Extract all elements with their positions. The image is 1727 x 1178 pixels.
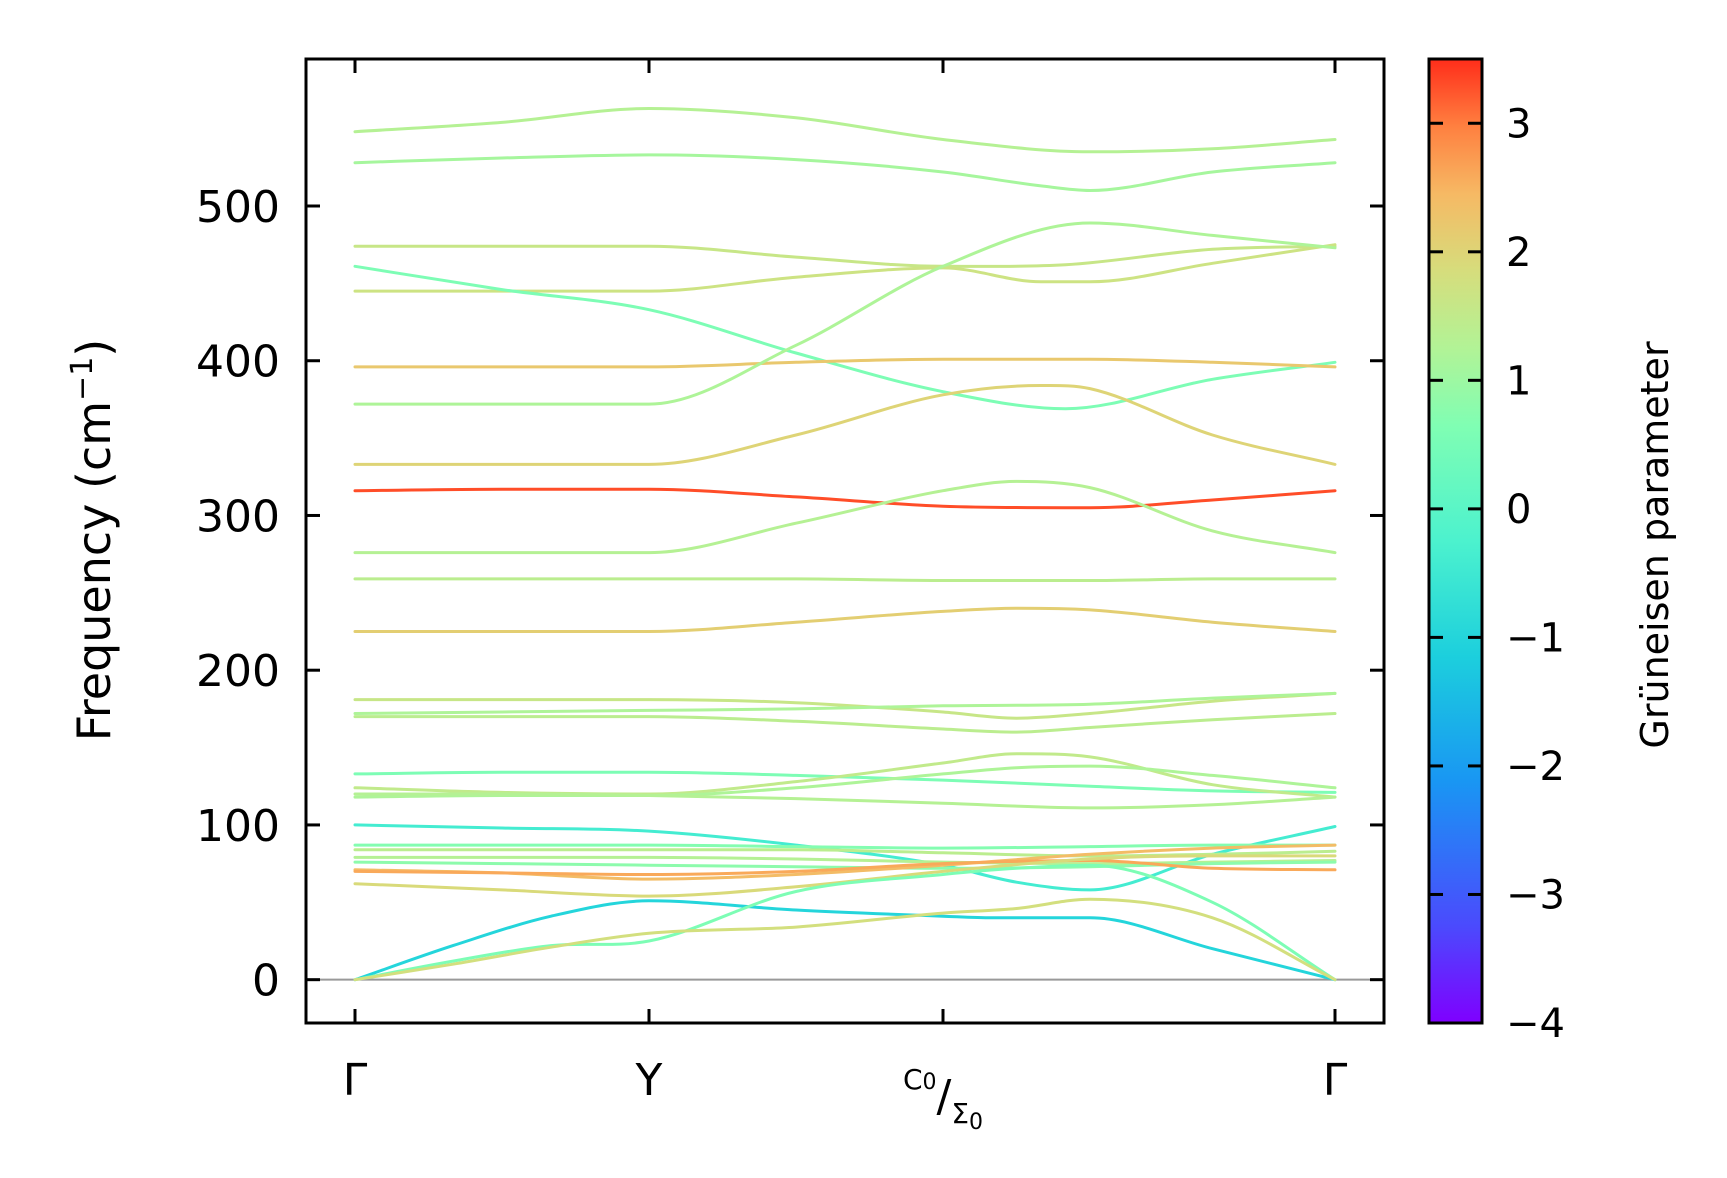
x-tick-label: Y <box>635 1055 663 1106</box>
band-7 <box>353 221 1337 406</box>
band-26 <box>353 858 1337 877</box>
band-23 <box>353 855 1337 866</box>
y-tick-label: 0 <box>252 956 280 1007</box>
band-16 <box>353 770 1337 794</box>
band-28 <box>353 899 1337 982</box>
band-6 <box>353 357 1337 369</box>
plot-frame <box>304 57 1386 1025</box>
colorbar-tick-label: 1 <box>1506 358 1531 404</box>
phonon-bands <box>353 106 1337 982</box>
colorbar-ticks: 3 2 1 0 −1 −2 −3 −4 <box>1429 101 1565 1047</box>
band-13 <box>353 691 1337 720</box>
band-10 <box>353 479 1337 555</box>
x-axis-ticks: Γ Y C0/Σ0 Γ <box>343 59 1348 1135</box>
colorbar-tick-label: −4 <box>1506 1001 1565 1047</box>
band-19 <box>353 792 1337 810</box>
band-29 <box>353 863 1337 982</box>
band-2 <box>353 153 1337 193</box>
colorbar-tick-label: 2 <box>1506 230 1531 276</box>
band-5 <box>353 264 1337 411</box>
band-9 <box>353 487 1337 510</box>
colorbar-tick-label: −3 <box>1506 872 1565 918</box>
colorbar-tick-label: 3 <box>1506 101 1531 147</box>
band-11 <box>353 577 1337 583</box>
colorbar-title: Grüneisen parameter <box>1633 341 1677 749</box>
colorbar <box>1427 57 1484 1025</box>
x-tick-label: Γ <box>343 1055 368 1106</box>
y-tick-label: 200 <box>196 646 280 697</box>
y-tick-label: 300 <box>196 491 280 542</box>
colorbar-tick-label: −2 <box>1506 744 1565 790</box>
y-tick-label: 400 <box>196 337 280 388</box>
band-14 <box>353 691 1337 715</box>
band-15 <box>353 712 1337 734</box>
band-21 <box>353 843 1337 850</box>
band-1 <box>353 106 1337 154</box>
band-30 <box>353 897 1337 982</box>
colorbar-tick-label: −1 <box>1506 615 1565 661</box>
plot-area <box>306 59 1384 1023</box>
y-tick-label: 500 <box>196 182 280 233</box>
band-12 <box>353 606 1337 634</box>
y-tick-label: 100 <box>196 801 280 852</box>
band-4 <box>353 243 1337 293</box>
band-3 <box>353 244 1337 268</box>
band-8 <box>353 383 1337 466</box>
x-tick-label: C0/Σ0 <box>903 1063 983 1135</box>
colorbar-tick-label: 0 <box>1506 487 1531 533</box>
y-axis-ticks: 0 100 200 300 400 500 <box>196 182 1384 1007</box>
y-axis-title: Frequency (cm−1) <box>65 339 121 742</box>
x-tick-label: Γ <box>1323 1055 1348 1106</box>
